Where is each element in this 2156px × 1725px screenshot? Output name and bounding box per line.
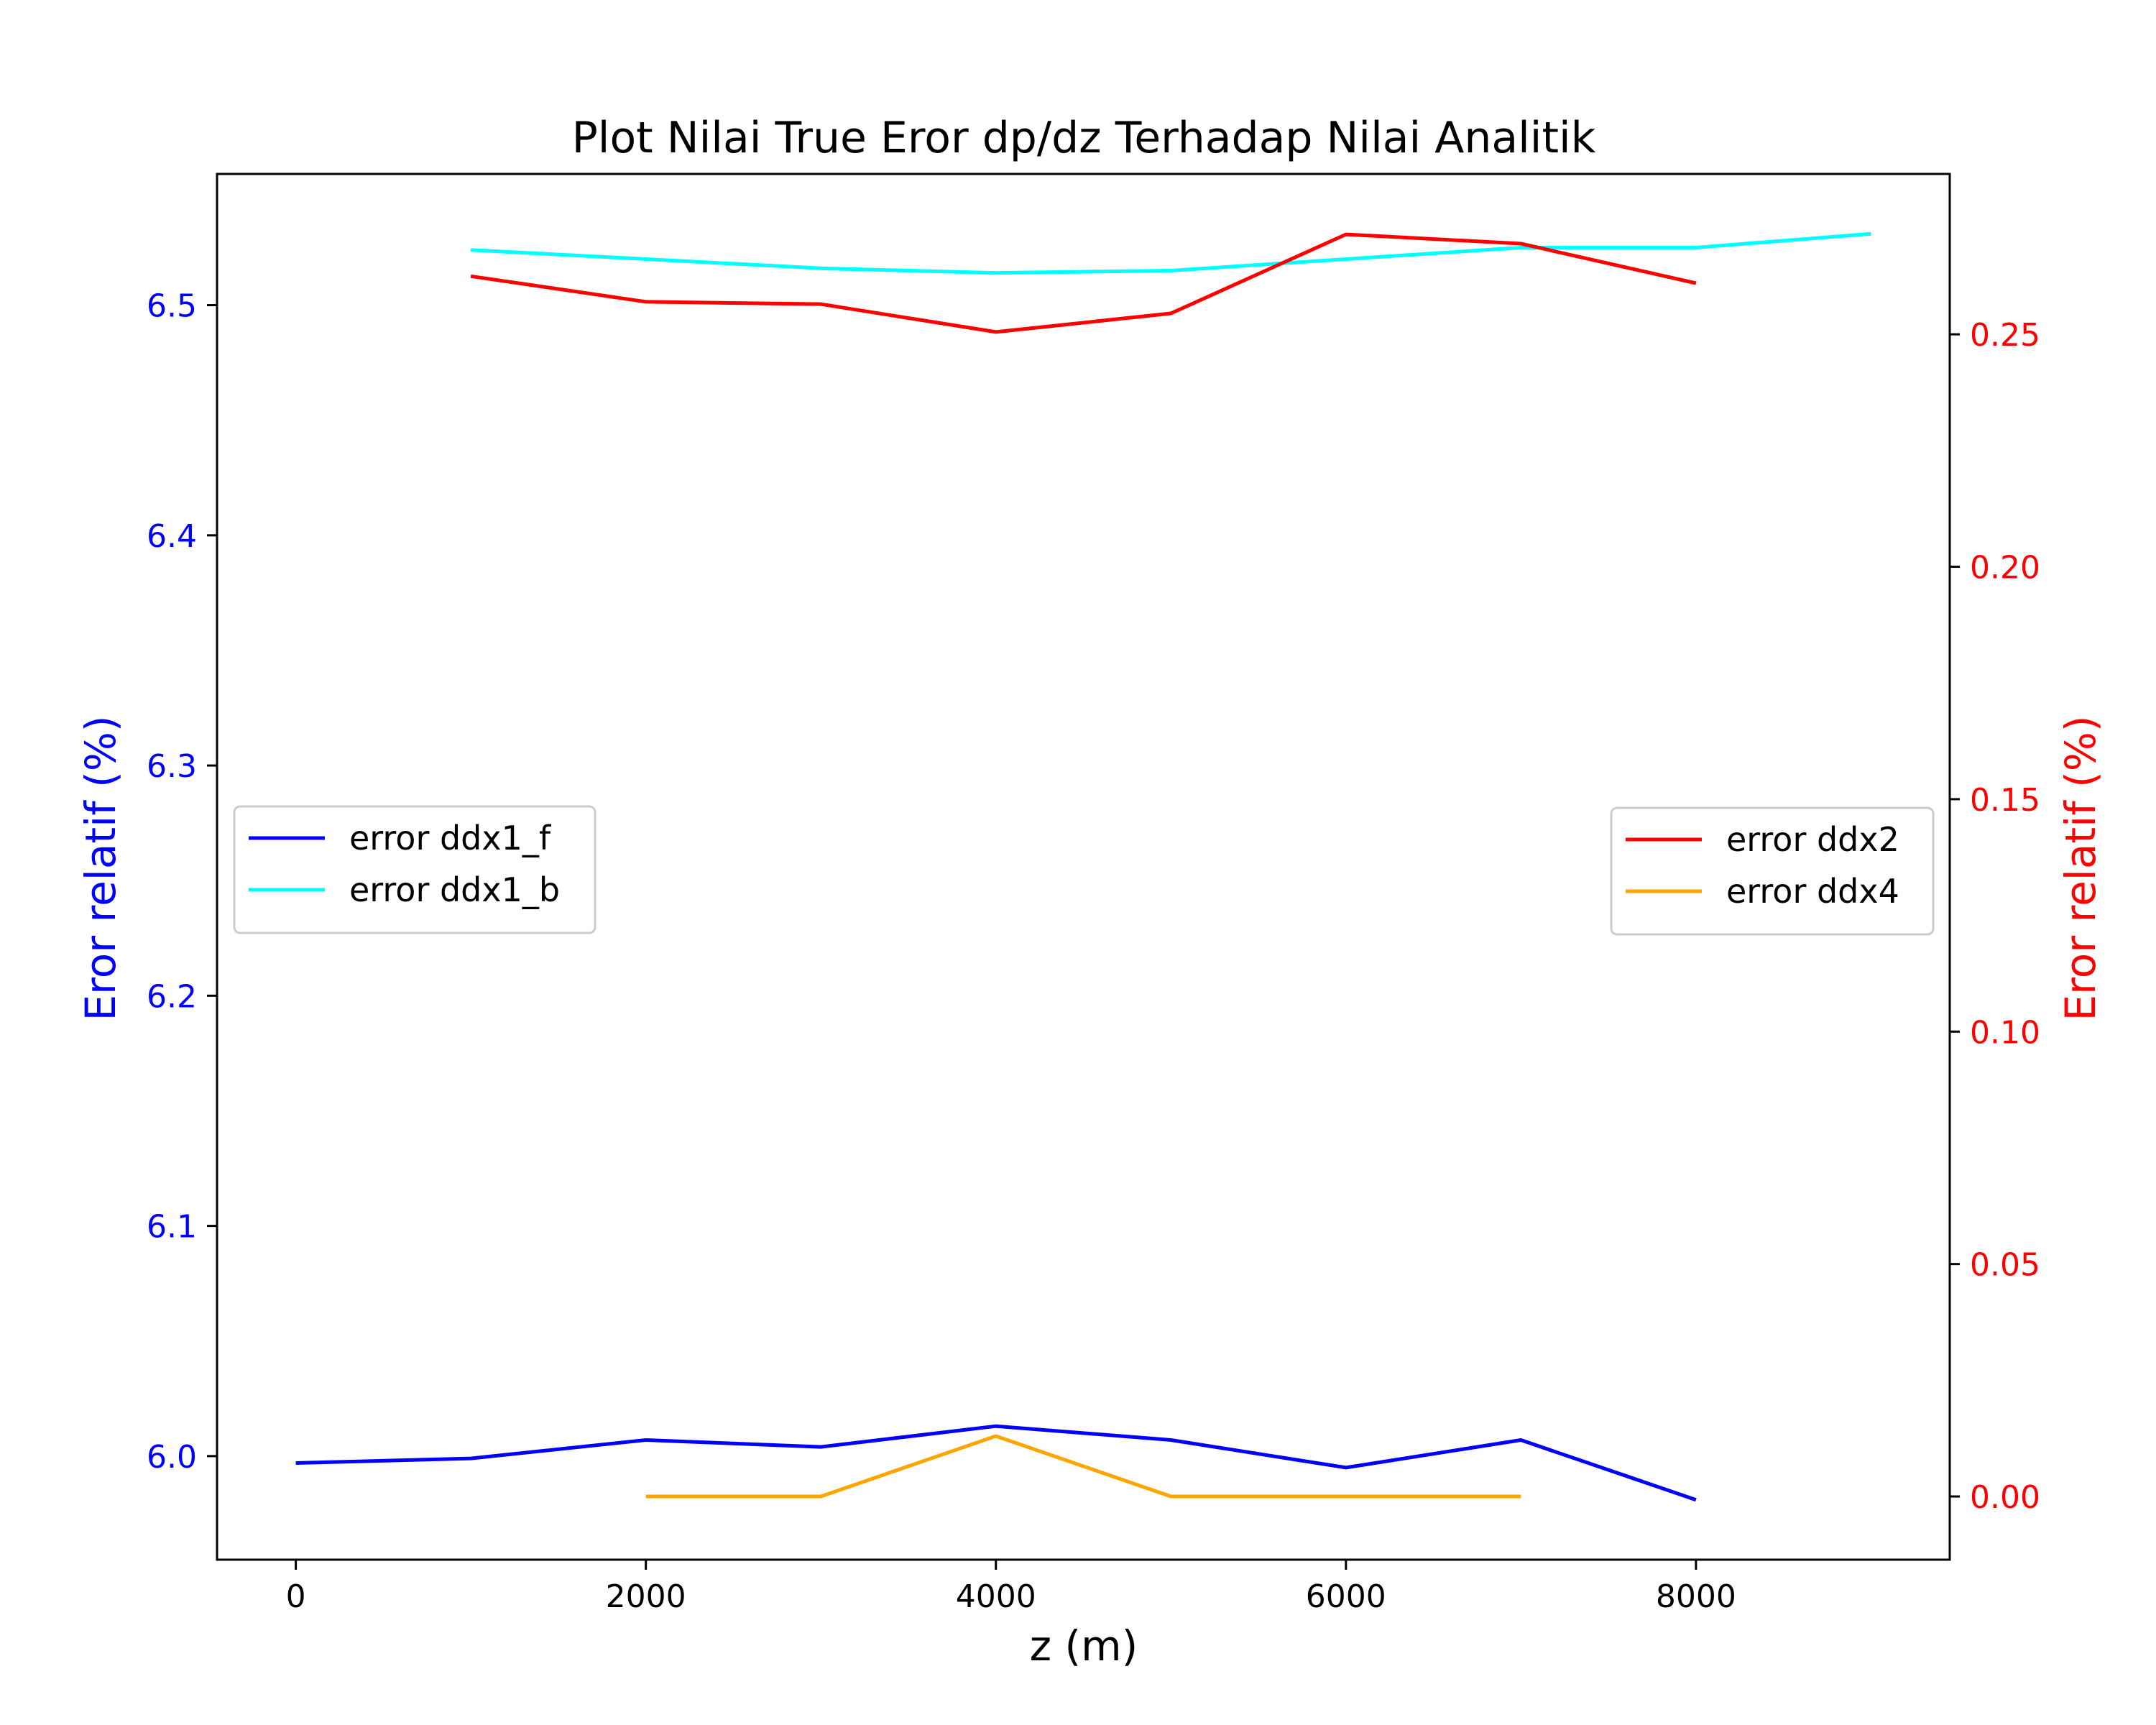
y-right-axis-label: Eror relatif (%) (2056, 716, 2105, 1021)
y-right-tick-label: 0.10 (1970, 1014, 2040, 1051)
y-left-tick-label: 6.4 (147, 518, 197, 555)
legend-entry-label: error ddx2 (1726, 820, 1899, 859)
x-tick-label: 0 (286, 1578, 306, 1615)
y-left-axis-ticks: 6.0 6.1 6.2 6.3 6.4 6.5 (147, 288, 217, 1476)
y-left-tick-label: 6.5 (147, 288, 197, 325)
y-right-tick-label: 0.20 (1970, 550, 2040, 586)
plot-frame (216, 172, 1951, 1561)
y-right-tick-label: 0.00 (1970, 1479, 2040, 1516)
x-tick-label: 2000 (606, 1578, 686, 1615)
x-tick-label: 8000 (1656, 1578, 1736, 1615)
series-line-error-ddx1-f (295, 1424, 1697, 1502)
chart-title: Plot Nilai True Eror dp/dz Terhadap Nila… (572, 113, 1596, 163)
series-layer (295, 231, 1871, 1502)
y-left-tick-label: 6.3 (147, 748, 197, 785)
y-right-axis-ticks: 0.00 0.05 0.10 0.15 0.20 0.25 (1950, 317, 2040, 1516)
series-line-error-ddx4 (645, 1434, 1521, 1499)
y-left-tick-label: 6.1 (147, 1209, 197, 1246)
legend-right: error ddx2 error ddx4 (1610, 806, 1935, 936)
legend-entry-label: error ddx1_b (349, 870, 560, 909)
y-right-tick-label: 0.05 (1970, 1247, 2040, 1284)
x-axis-label: z (m) (1030, 1622, 1138, 1670)
y-left-tick-label: 6.2 (147, 978, 197, 1015)
series-line-error-ddx1-b (470, 231, 1871, 275)
y-right-tick-label: 0.15 (1970, 782, 2040, 819)
y-right-tick-label: 0.25 (1970, 317, 2040, 354)
legend-entry-label: error ddx1_f (349, 819, 552, 857)
x-tick-label: 4000 (956, 1578, 1036, 1615)
series-line-error-ddx2 (470, 232, 1697, 334)
y-left-tick-label: 6.0 (147, 1439, 197, 1476)
x-axis-ticks: 0 2000 4000 6000 8000 (286, 1560, 1736, 1615)
y-left-axis-label: Eror relatif (%) (76, 716, 125, 1021)
x-tick-label: 6000 (1306, 1578, 1386, 1615)
legend-entry-label: error ddx4 (1726, 872, 1899, 911)
